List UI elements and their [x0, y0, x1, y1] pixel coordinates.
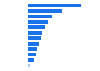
Bar: [28, 20, 48, 24]
Bar: [28, 53, 36, 56]
Bar: [28, 9, 62, 13]
Bar: [28, 42, 39, 46]
Bar: [28, 31, 42, 35]
Bar: [28, 64, 30, 67]
Bar: [28, 58, 34, 62]
Bar: [28, 36, 41, 40]
Bar: [28, 4, 81, 7]
Bar: [28, 25, 45, 29]
Bar: [28, 47, 37, 51]
Bar: [28, 15, 52, 18]
